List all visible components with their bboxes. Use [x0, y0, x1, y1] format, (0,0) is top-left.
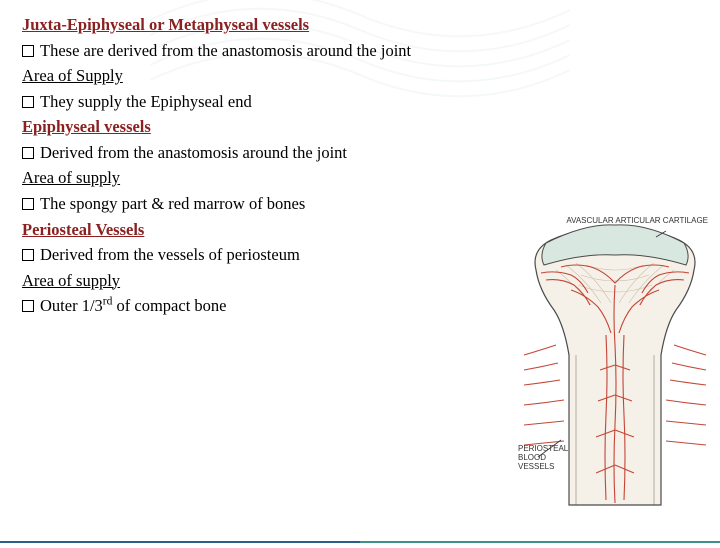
bullet-text: Outer 1/3: [40, 296, 103, 315]
bullet-line: They supply the Epiphyseal end: [22, 89, 698, 115]
bullet-text: They supply the Epiphyseal end: [40, 92, 252, 111]
bullet-text-suffix: of compact bone: [112, 296, 226, 315]
bullet-line: Outer 1/3rd of compact bone: [22, 293, 698, 319]
heading-epiphyseal: Epiphyseal vessels: [22, 114, 698, 140]
bullet-line: Derived from the vessels of periosteum: [22, 242, 698, 268]
bullet-icon: [22, 198, 34, 210]
bullet-icon: [22, 45, 34, 57]
heading-juxta: Juxta-Epiphyseal or Metaphyseal vessels: [22, 12, 698, 38]
bullet-text: The spongy part & red marrow of bones: [40, 194, 305, 213]
bullet-text: Derived from the vessels of periosteum: [40, 245, 300, 264]
bullet-text: Derived from the anastomosis around the …: [40, 143, 347, 162]
fig-label-line: PERIOSTEALBLOODVESSELS: [518, 444, 568, 471]
bullet-line: Derived from the anastomosis around the …: [22, 140, 698, 166]
heading-periosteal: Periosteal Vessels: [22, 217, 698, 243]
slide-text-content: Juxta-Epiphyseal or Metaphyseal vessels …: [0, 0, 720, 331]
subheading-area: Area of supply: [22, 165, 698, 191]
figure-label-periosteal: PERIOSTEALBLOODVESSELS: [518, 445, 568, 471]
footer-accent: [0, 530, 720, 532]
bullet-icon: [22, 147, 34, 159]
bullet-icon: [22, 249, 34, 261]
superscript: rd: [103, 296, 113, 308]
subheading-area: Area of Supply: [22, 63, 698, 89]
bullet-text: These are derived from the anastomosis a…: [40, 41, 411, 60]
subheading-area: Area of supply: [22, 268, 698, 294]
bullet-icon: [22, 300, 34, 312]
bullet-line: The spongy part & red marrow of bones: [22, 191, 698, 217]
bullet-line: These are derived from the anastomosis a…: [22, 38, 698, 64]
bullet-icon: [22, 96, 34, 108]
